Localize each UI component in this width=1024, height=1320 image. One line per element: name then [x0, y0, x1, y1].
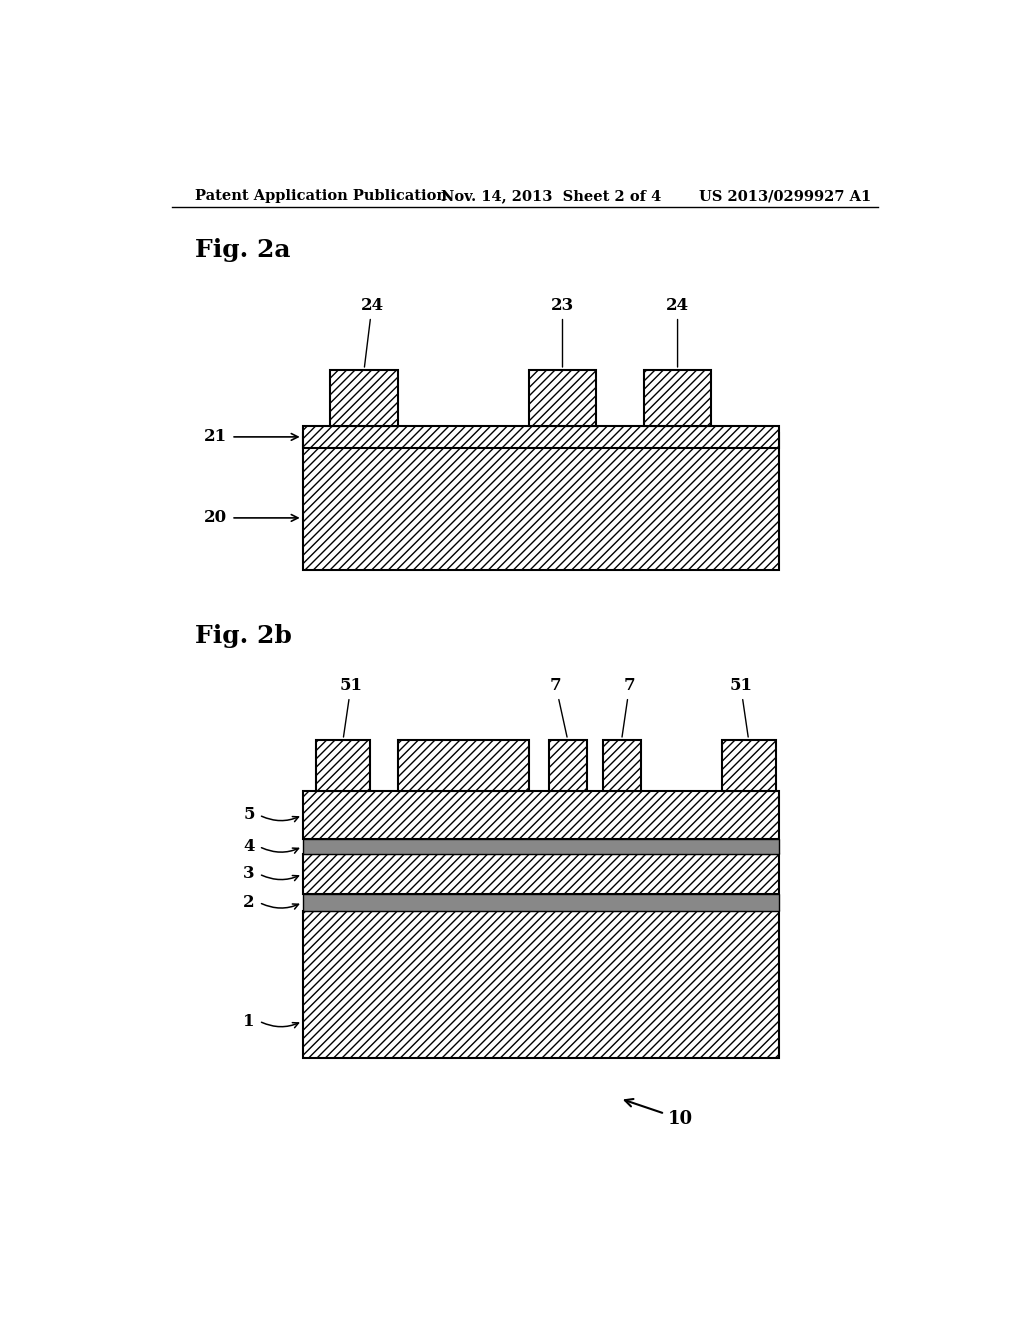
Bar — [644, 370, 712, 426]
Text: 24: 24 — [666, 297, 689, 367]
Bar — [602, 739, 641, 791]
Text: 51: 51 — [340, 677, 362, 737]
Text: 21: 21 — [204, 429, 227, 445]
Bar — [303, 791, 778, 840]
Text: Nov. 14, 2013  Sheet 2 of 4: Nov. 14, 2013 Sheet 2 of 4 — [441, 189, 662, 203]
Bar — [528, 370, 596, 426]
Text: 51: 51 — [729, 677, 753, 737]
Bar — [303, 840, 778, 854]
Bar — [316, 739, 370, 791]
Bar — [331, 370, 398, 426]
Text: 24: 24 — [360, 297, 384, 367]
Text: US 2013/0299927 A1: US 2013/0299927 A1 — [699, 189, 871, 203]
Bar — [303, 911, 778, 1057]
Text: 20: 20 — [204, 510, 227, 527]
Text: 7: 7 — [550, 677, 567, 737]
Text: Fig. 2a: Fig. 2a — [196, 238, 291, 261]
Text: 3: 3 — [244, 866, 255, 883]
Text: 10: 10 — [625, 1100, 693, 1127]
Text: 1: 1 — [244, 1012, 255, 1030]
Bar — [303, 894, 778, 911]
Bar — [303, 854, 778, 894]
Text: 5: 5 — [244, 807, 255, 824]
Text: 4: 4 — [244, 838, 255, 855]
Text: 7: 7 — [622, 677, 635, 737]
Text: Fig. 2b: Fig. 2b — [196, 624, 292, 648]
Bar — [722, 739, 775, 791]
Text: 2: 2 — [244, 894, 255, 911]
Bar — [303, 426, 778, 447]
Bar — [397, 739, 528, 791]
Bar — [303, 433, 778, 570]
Text: Patent Application Publication: Patent Application Publication — [196, 189, 447, 203]
Bar — [549, 739, 587, 791]
Text: 23: 23 — [551, 297, 574, 367]
